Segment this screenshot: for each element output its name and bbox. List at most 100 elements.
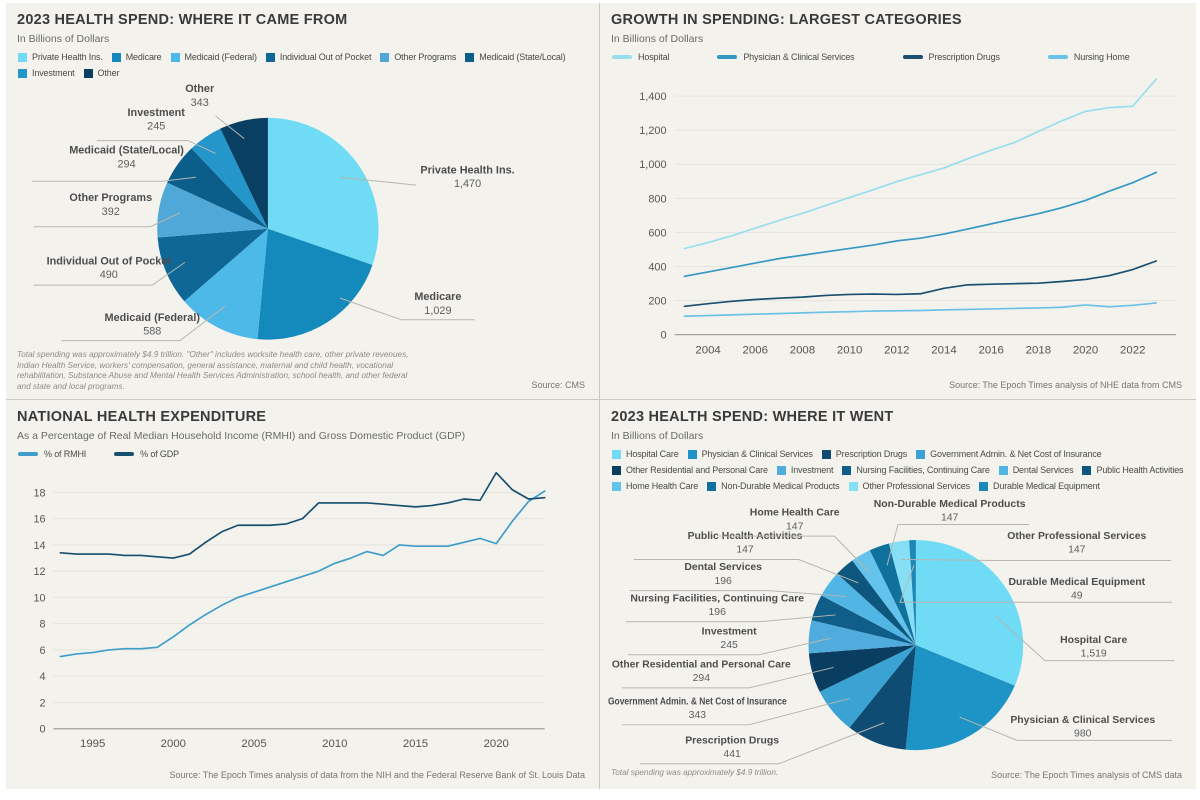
pie-slice	[157, 228, 268, 302]
y-axis-label: 10	[33, 592, 45, 604]
y-axis-label: 4	[39, 671, 45, 683]
legend-label: Nursing Facilities, Continuing Care	[856, 465, 990, 475]
x-axis-label: 2010	[322, 738, 347, 750]
legend-item: Durable Medical Equipment	[979, 481, 1100, 491]
pie-leader-line	[96, 140, 216, 154]
legend-label: Physician & Clinical Services	[743, 52, 855, 62]
pie-slice	[157, 182, 268, 238]
y-axis-label: 0	[39, 724, 45, 736]
legend-label: Individual Out of Pocket	[279, 52, 372, 62]
legend-row: % of RMHI % of GDP	[18, 449, 593, 459]
legend-label: Public Health Activities	[1096, 465, 1184, 475]
legend-item: Prescription Drugs	[821, 449, 907, 459]
legend-row: Hospital Physician & Clinical Services Pre…	[612, 52, 1190, 62]
footnote: Total spending was approximately $4.9 tr…	[611, 768, 779, 778]
pie-slice	[220, 117, 268, 229]
legend-label: Durable Medical Equipment	[993, 481, 1100, 491]
pie-slice	[819, 645, 916, 728]
legend-item: Private Health Ins.	[18, 52, 103, 62]
pie-slice	[852, 550, 916, 646]
pie-slice	[909, 540, 916, 646]
pie-label-name: Investment	[128, 107, 186, 119]
y-axis-label: 18	[33, 487, 45, 499]
legend-row: Other Residential and Personal Care Inves…	[612, 465, 1190, 475]
pie-label-value: 343	[191, 97, 209, 109]
pie-label-value: 245	[147, 121, 165, 133]
x-axis-label: 2020	[1073, 344, 1098, 356]
pie-label-name: Individual Out of Pocket	[47, 255, 172, 267]
pie-label-value: 980	[1074, 729, 1092, 740]
pie-label-name: Other	[185, 83, 215, 95]
pie-leader-line	[621, 698, 850, 726]
pie-slice	[837, 560, 916, 646]
legend-label: Physician & Clinical Services	[701, 449, 813, 459]
pie-label-name: Nursing Facilities, Continuing Care	[630, 593, 804, 604]
legend-item: Dental Services	[998, 465, 1074, 475]
legend-swatch	[612, 481, 621, 491]
pie-leader-line	[627, 637, 831, 656]
line-chart-nhe: 0 2 4 6 8 10 12 14 16 18 1995 2000 2005 2010 2015 2020	[33, 471, 546, 750]
x-axis-label: 1995	[80, 738, 105, 750]
x-axis-label: 2008	[790, 344, 815, 356]
legend-label: Medicare	[125, 52, 162, 62]
pie-label-value: 392	[102, 206, 120, 218]
pie-label-name: Hospital Care	[1060, 635, 1127, 646]
legend-swatch	[916, 449, 926, 459]
pie-slice	[915, 540, 1024, 686]
pie-label-value: 147	[941, 513, 959, 524]
legend-label: % of RMHI	[44, 449, 87, 459]
legend-swatch	[18, 52, 27, 62]
legend-row: Home Health Care Non-Durable Medical Prod…	[612, 481, 1190, 491]
legend-row: Private Health Ins. Medicare Medicaid (Fed…	[18, 52, 593, 62]
pie-slice	[257, 228, 373, 340]
series-line	[59, 471, 546, 559]
legend-swatch	[979, 481, 988, 491]
legend: Private Health Ins. Medicare Medicaid (Fed…	[18, 52, 593, 84]
pie-leader-line	[629, 590, 847, 597]
legend-swatch	[776, 465, 786, 475]
y-axis-label: 8	[39, 619, 45, 631]
source-credit: Source: CMS	[531, 380, 585, 390]
legend-item: Nursing Home	[1047, 52, 1130, 62]
pie-slice	[821, 573, 916, 646]
legend-item: Hospital Care	[612, 449, 679, 459]
pie-leader-line	[901, 559, 1172, 561]
legend-swatch	[902, 55, 923, 59]
legend-swatch	[114, 452, 135, 456]
legend-label: Medicaid (Federal)	[184, 52, 257, 62]
legend: % of RMHI % of GDP	[18, 449, 593, 465]
series-line	[59, 490, 546, 658]
legend-swatch	[612, 55, 632, 59]
legend-swatch	[848, 481, 858, 491]
pie-label-name: Medicaid (Federal)	[105, 312, 201, 324]
x-axis-label: 2000	[161, 738, 186, 750]
pie-leader-line	[33, 261, 186, 286]
y-axis-label: 400	[648, 261, 666, 273]
footnote: Total spending was approximately $4.9 tr…	[17, 349, 409, 392]
legend-row: Hospital Care Physician & Clinical Servic…	[612, 449, 1190, 459]
legend-item: Public Health Activities	[1082, 465, 1184, 475]
pie-label-name: Other Residential and Personal Care	[612, 660, 791, 671]
pie-leader-line	[959, 716, 1173, 741]
pie-leader-line	[340, 176, 417, 186]
legend-label: Other Programs	[394, 52, 457, 62]
panel-nhe: NATIONAL HEALTH EXPENDITURE As a Percent…	[6, 400, 599, 789]
pie-leader-line	[33, 212, 181, 228]
legend-item: Other Professional Services	[848, 481, 971, 491]
pie-leader-line	[215, 115, 245, 140]
pie-label-value: 294	[118, 158, 136, 170]
y-axis-label: 12	[33, 566, 45, 578]
pie-leader-line	[886, 523, 1030, 566]
legend-label: Other Professional Services	[862, 481, 971, 491]
pie-leader-line	[995, 615, 1175, 662]
pie-slice	[888, 540, 916, 646]
dashboard-grid: 2023 HEALTH SPEND: WHERE IT CAME FROM In…	[6, 3, 1196, 789]
y-axis-label: 2	[39, 697, 45, 709]
y-axis-label: 200	[648, 296, 666, 308]
legend: Hospital Care Physician & Clinical Servic…	[612, 449, 1190, 497]
legend-swatch	[612, 465, 621, 475]
legend-item: Physician & Clinical Services	[717, 52, 855, 62]
x-axis-label: 2010	[837, 344, 862, 356]
pie-slice	[167, 148, 268, 229]
